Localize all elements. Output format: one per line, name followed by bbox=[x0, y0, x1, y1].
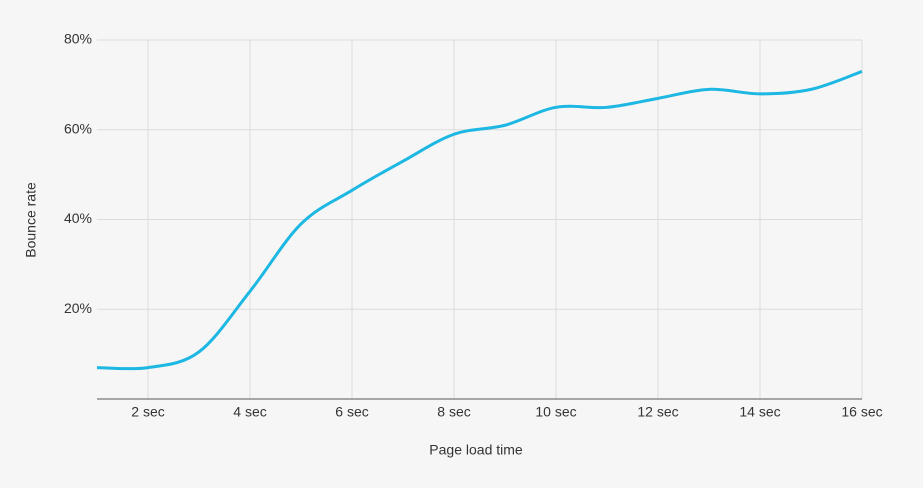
x-tick-label: 4 sec bbox=[233, 404, 266, 420]
y-tick-label: 20% bbox=[64, 300, 92, 316]
x-tick-label: 12 sec bbox=[637, 404, 678, 420]
y-tick-label: 60% bbox=[64, 120, 92, 136]
line-series bbox=[96, 69, 863, 371]
x-tick-label: 2 sec bbox=[131, 404, 164, 420]
y-axis-label: Bounce rate bbox=[23, 182, 39, 258]
x-tick-label: 6 sec bbox=[335, 404, 368, 420]
y-tick-label: 40% bbox=[64, 210, 92, 226]
x-tick-label: 8 sec bbox=[437, 404, 470, 420]
x-tick-label: 16 sec bbox=[841, 404, 882, 420]
y-tick-label: 80% bbox=[64, 31, 92, 47]
x-axis-label: Page load time bbox=[429, 442, 523, 458]
x-tick-label: 14 sec bbox=[739, 404, 780, 420]
x-tick-label: 10 sec bbox=[535, 404, 576, 420]
